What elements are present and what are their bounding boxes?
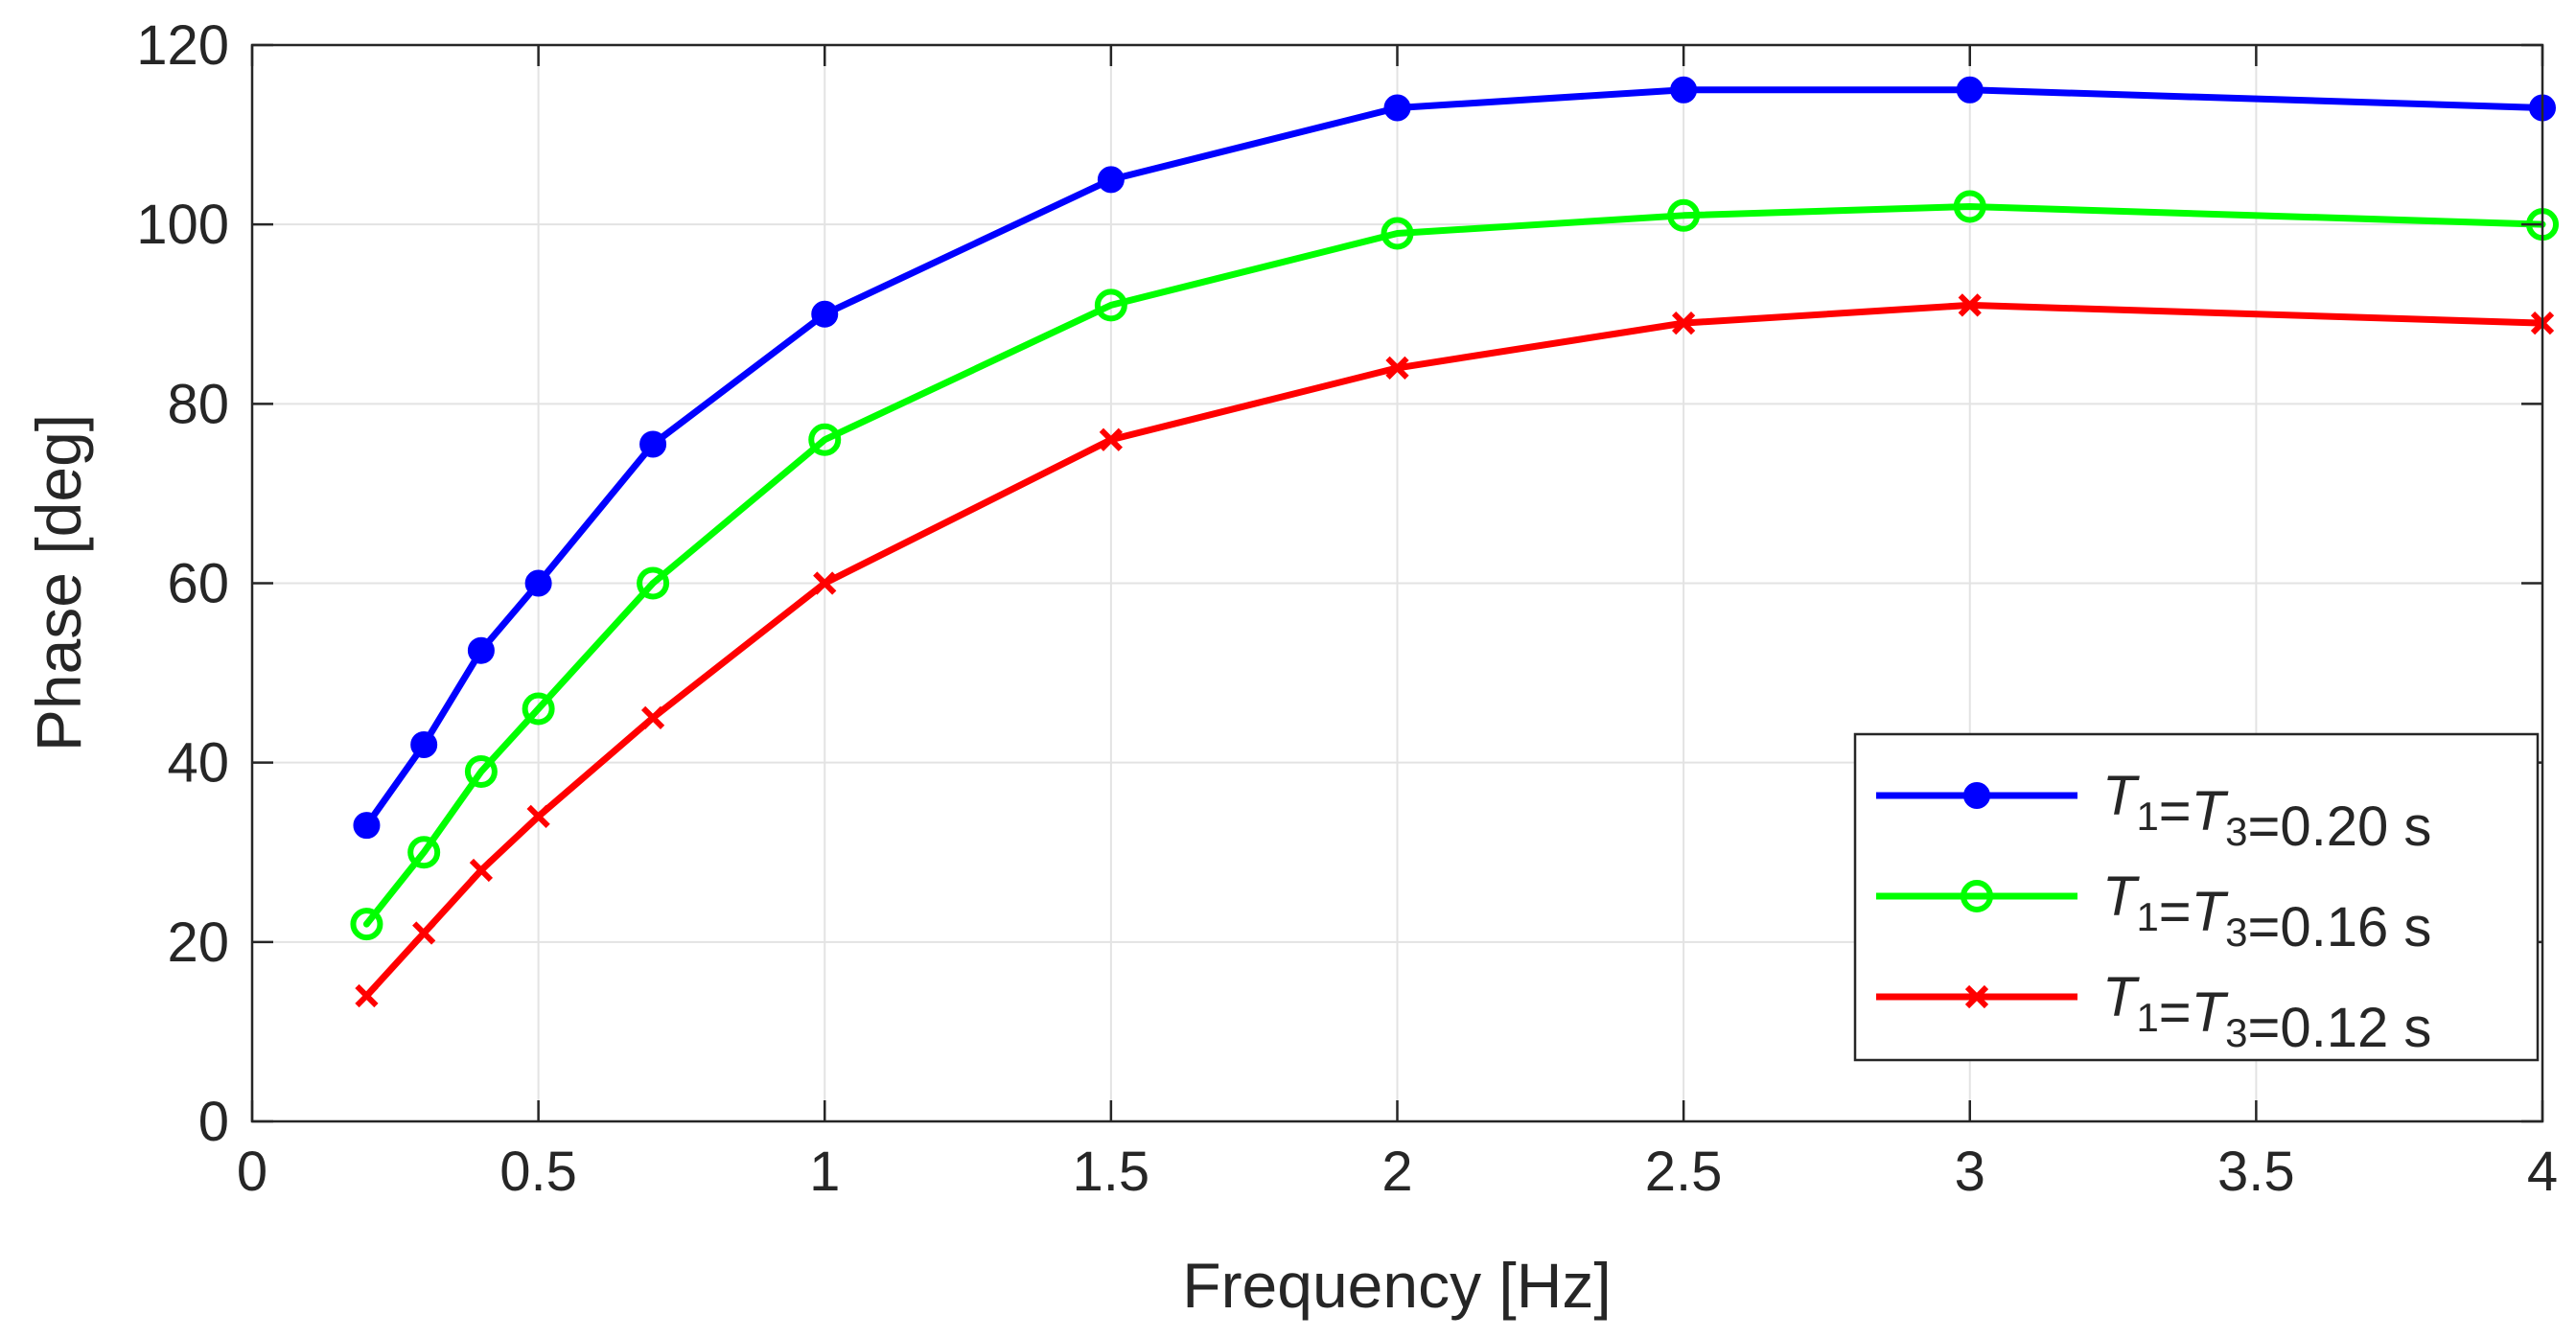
legend-entry-1: T1=T3=0.20 s: [1876, 765, 2431, 858]
data-point: [1385, 356, 1409, 381]
x-axis-label: Frequency [Hz]: [1182, 1250, 1612, 1321]
x-tick-label: 0.5: [499, 1141, 577, 1203]
legend-label-part: T: [2102, 865, 2140, 928]
legend-label-part: =0.16 s: [2247, 896, 2431, 958]
y-tick-label: 20: [167, 911, 229, 974]
data-point: [1381, 217, 1414, 250]
data-point: [1094, 288, 1127, 322]
data-point: [524, 569, 552, 597]
legend-label-part: =0.12 s: [2247, 997, 2431, 1059]
x-marker-stroke: [412, 921, 436, 945]
x-marker-stroke: [526, 804, 550, 828]
data-point: [353, 812, 381, 840]
data-point: [813, 571, 837, 595]
y-tick-label: 40: [167, 732, 229, 795]
y-tick-label: 0: [198, 1091, 229, 1153]
x-tick-label: 1.5: [1073, 1141, 1150, 1203]
data-point: [467, 636, 495, 664]
x-marker-stroke: [1672, 311, 1696, 335]
data-point: [1958, 293, 1982, 317]
data-point: [1383, 94, 1411, 122]
legend-label-part: =0.20 s: [2247, 796, 2431, 858]
data-point: [1956, 76, 1984, 104]
data-point: [410, 730, 438, 758]
legend-entry-2: T1=T3=0.16 s: [1876, 865, 2431, 958]
data-point: [464, 755, 498, 789]
x-tick-label: 3: [1955, 1141, 1985, 1203]
data-point: [526, 804, 550, 828]
legend-label-part: 3: [2225, 1010, 2247, 1055]
legend-label-part: 3: [2225, 809, 2247, 854]
x-marker-stroke: [1964, 984, 1989, 1009]
series-3: [355, 293, 2555, 1008]
series-2: [350, 190, 2559, 941]
x-tick-label: 4: [2527, 1141, 2558, 1203]
x-tick-label: 3.5: [2217, 1141, 2295, 1203]
data-point: [1099, 427, 1123, 451]
data-point: [1097, 166, 1125, 194]
x-tick-label: 2: [1381, 1141, 1412, 1203]
data-series: [350, 76, 2559, 1008]
x-tick-label: 0: [237, 1141, 267, 1203]
legend-label-part: T: [2192, 780, 2229, 842]
y-tick-label: 60: [167, 553, 229, 615]
x-tick-label: 2.5: [1645, 1141, 1723, 1203]
legend-label-part: 1: [2136, 995, 2158, 1040]
legend-label-part: =: [2159, 881, 2192, 943]
x-marker-stroke: [469, 858, 494, 883]
legend-label-part: T: [2102, 966, 2140, 1028]
data-point: [1953, 190, 1986, 223]
x-tick-label: 1: [809, 1141, 840, 1203]
y-tick-label: 120: [136, 14, 229, 77]
data-point: [350, 908, 383, 941]
data-point: [1667, 198, 1701, 232]
legend-label-part: 1: [2136, 894, 2158, 939]
data-point: [522, 692, 555, 726]
y-tick-label: 100: [136, 194, 229, 256]
legend-entry-3: T1=T3=0.12 s: [1876, 966, 2431, 1059]
legend-marker: [1961, 880, 1993, 912]
legend-label-part: =: [2159, 780, 2192, 842]
legend-label: T1=T3=0.12 s: [2102, 966, 2431, 1059]
series-line: [362, 202, 2546, 928]
y-axis-label: Phase [deg]: [23, 414, 94, 751]
legend-label-part: =: [2159, 981, 2192, 1044]
legend-label-part: T: [2192, 981, 2229, 1044]
legend-marker: [1963, 782, 1990, 809]
legend-label-part: T: [2102, 765, 2140, 827]
data-point: [811, 300, 839, 328]
legend-label-part: 1: [2136, 794, 2158, 839]
data-point: [640, 705, 665, 729]
x-marker-stroke: [1385, 356, 1409, 381]
legend-label: T1=T3=0.20 s: [2102, 765, 2431, 858]
data-point: [407, 836, 441, 869]
legend-label-part: 3: [2225, 910, 2247, 955]
x-marker-stroke: [813, 571, 837, 595]
legend-label: T1=T3=0.16 s: [2102, 865, 2431, 958]
data-point: [637, 566, 670, 600]
series-1: [353, 76, 2556, 840]
x-marker-stroke: [1099, 427, 1123, 451]
data-point: [1672, 311, 1696, 335]
legend-marker: [1964, 984, 1989, 1009]
x-marker-stroke: [1958, 293, 1982, 317]
data-point: [1670, 76, 1698, 104]
y-tick-label: 80: [167, 373, 229, 435]
data-point: [808, 423, 842, 456]
x-marker-stroke: [640, 705, 665, 729]
data-point: [355, 983, 379, 1008]
x-marker-stroke: [355, 983, 379, 1008]
data-point: [469, 858, 494, 883]
legend-label-part: T: [2192, 881, 2229, 943]
data-point: [412, 921, 436, 945]
data-point: [639, 430, 667, 458]
legend: T1=T3=0.20 sT1=T3=0.16 sT1=T3=0.12 s: [1853, 732, 2540, 1062]
